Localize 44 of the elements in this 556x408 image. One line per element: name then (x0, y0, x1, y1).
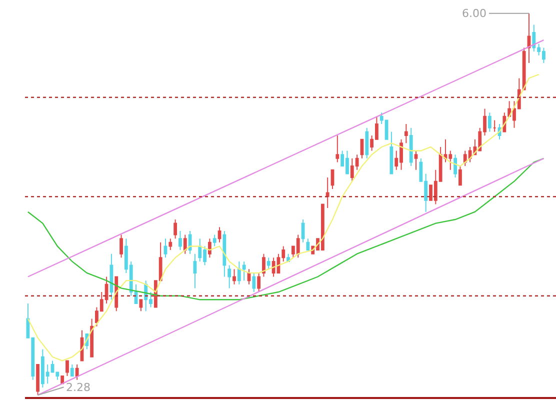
annotation: 2.28 (66, 381, 90, 394)
candlestick (139, 299, 143, 312)
candlestick (164, 238, 168, 258)
candlestick (174, 219, 178, 240)
candlestick (120, 234, 123, 258)
candlestick (183, 234, 187, 254)
candlestick (66, 360, 69, 376)
candlestick (36, 364, 40, 396)
annotation: 6.00 (462, 7, 486, 20)
candlestick (454, 154, 458, 178)
candlestick (193, 253, 197, 289)
candlestick (218, 226, 222, 243)
candlestick (178, 230, 182, 251)
candlestick (252, 272, 256, 293)
candlestick (212, 234, 216, 247)
candlestick (110, 253, 114, 300)
candlestick (168, 238, 172, 251)
candlestick (409, 127, 413, 167)
candlestick (360, 138, 364, 159)
candlestick (266, 257, 270, 270)
candlestick (306, 238, 310, 251)
candlestick (458, 166, 462, 186)
candlestick (90, 318, 94, 358)
candlestick (301, 219, 305, 243)
candlestick (365, 127, 369, 159)
candlestick (75, 364, 79, 380)
candlestick (262, 253, 266, 278)
candlestick (222, 230, 226, 278)
candlestick (414, 150, 418, 170)
candlestick (70, 364, 74, 376)
candlestick (404, 124, 408, 144)
candlestick (390, 131, 394, 174)
candlestick (492, 120, 496, 132)
candlestick (188, 230, 192, 254)
candlestick (527, 12, 531, 64)
candlestick (228, 264, 232, 289)
candlestick (326, 177, 330, 209)
candlestick (208, 238, 212, 258)
candlestick (522, 47, 526, 90)
candlestick (336, 135, 340, 163)
candlestick (488, 112, 492, 132)
candlestick (232, 268, 236, 285)
candlestick (257, 272, 261, 293)
candlestick (330, 169, 334, 190)
